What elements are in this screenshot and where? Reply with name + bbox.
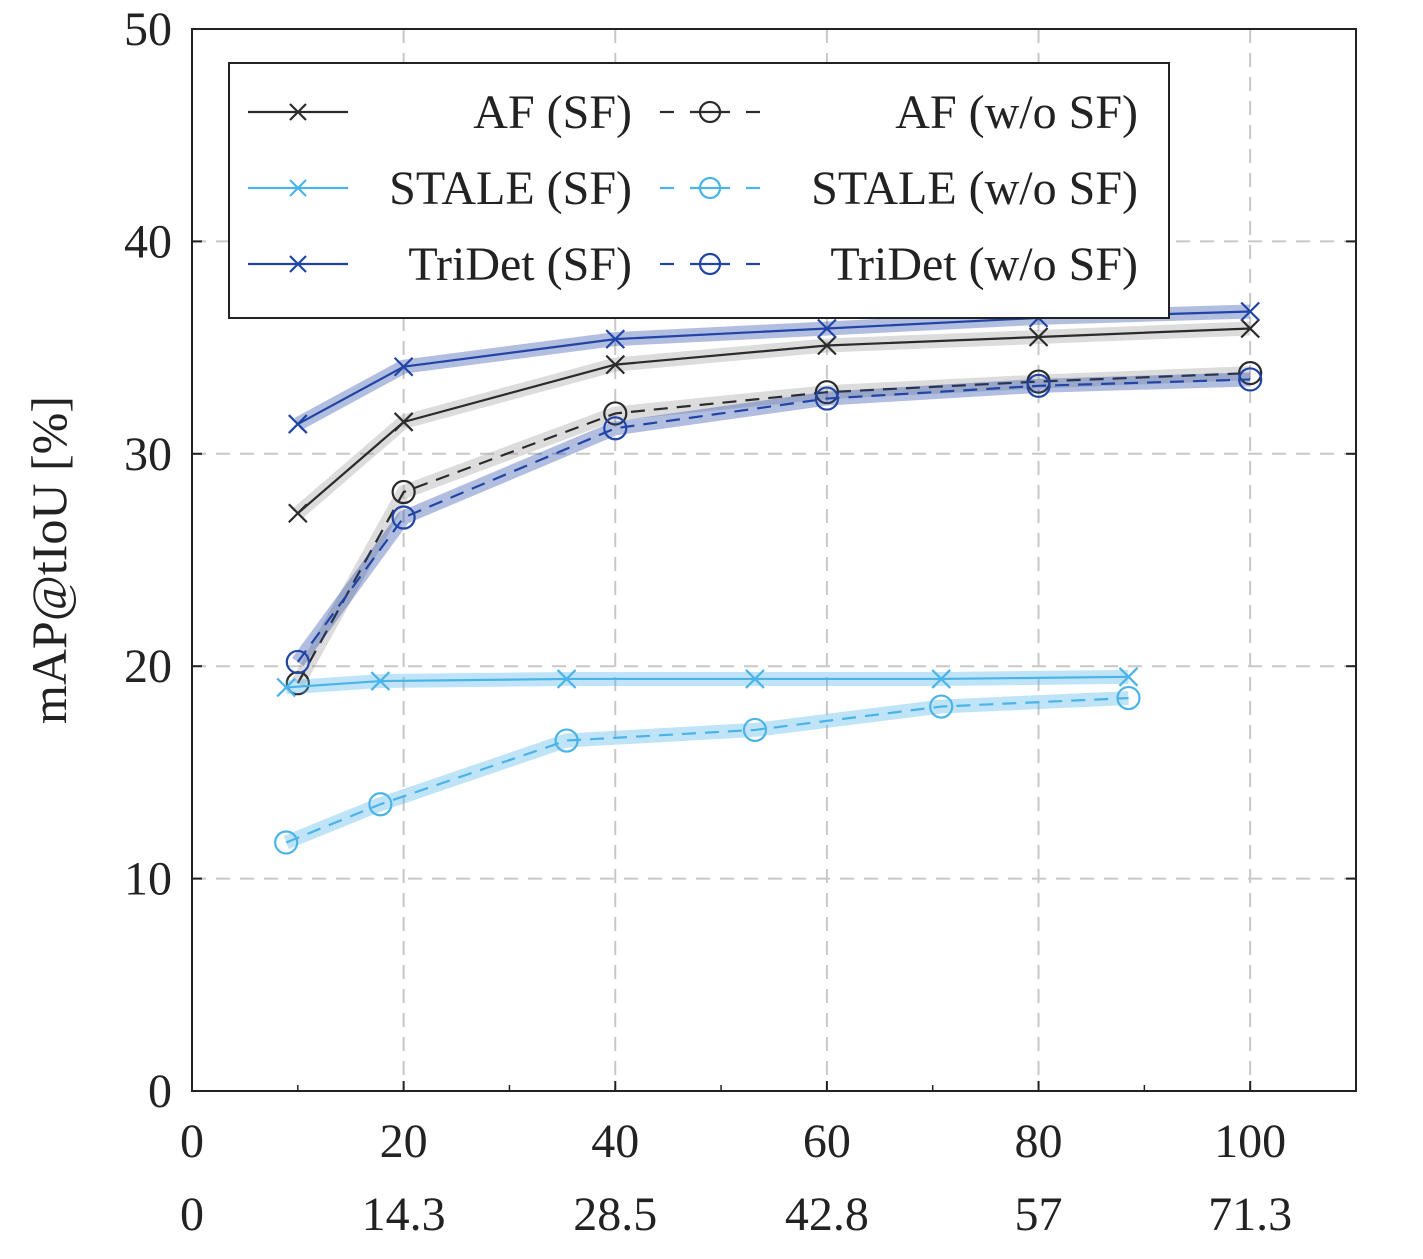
- x-marker: [817, 318, 837, 339]
- x-marker: [289, 255, 307, 273]
- circle-marker: [391, 479, 416, 505]
- x-marker: [289, 103, 307, 121]
- legend-entry: STALE (SF): [248, 162, 632, 215]
- circle-marker: [698, 176, 722, 200]
- series-line: [296, 378, 1251, 663]
- circle-marker: [1116, 685, 1141, 711]
- plot-frame: [191, 28, 1357, 1092]
- x-marker: [276, 677, 296, 698]
- x-tick-label: 40: [591, 1115, 639, 1168]
- circle-marker: [1238, 367, 1263, 392]
- legend-entry: AF (w/o SF): [660, 86, 1138, 139]
- x-marker: [931, 669, 951, 689]
- x-secondary-tick-label: 0: [180, 1188, 204, 1241]
- legend-entry: TriDet (w/o SF): [660, 238, 1138, 291]
- x-marker: [288, 503, 308, 524]
- circle-marker: [368, 792, 393, 817]
- circle-marker: [285, 649, 310, 675]
- legend-label: STALE (SF): [389, 162, 632, 215]
- legend-label: TriDet (w/o SF): [830, 238, 1138, 291]
- circle-marker: [698, 252, 722, 276]
- series-confidence-band: [291, 366, 1251, 687]
- axes: 002014.34028.56042.8805710071.3010203040…: [124, 3, 1356, 1241]
- x-marker: [370, 671, 391, 691]
- x-tick-label: 60: [803, 1115, 851, 1168]
- x-marker: [393, 356, 414, 377]
- x-secondary-tick-label: 57: [1015, 1188, 1063, 1241]
- circle-marker: [391, 505, 416, 530]
- legend-box: [228, 62, 1170, 319]
- circle-marker: [554, 728, 579, 753]
- x-tick-label: 80: [1015, 1115, 1063, 1168]
- x-tick-label: 0: [180, 1115, 204, 1168]
- legend-entry: TriDet (SF): [248, 238, 632, 291]
- y-tick-label: 50: [124, 3, 172, 56]
- series-tridet-w-o-sf-: [285, 367, 1263, 675]
- circle-marker: [274, 830, 299, 855]
- x-marker: [1028, 327, 1049, 347]
- legend: AF (SF) AF (w/o SF) STALE (SF) STALE (w/o S…: [228, 62, 1170, 319]
- y-tick-label: 0: [148, 1065, 172, 1118]
- series-line: [286, 675, 1129, 689]
- x-secondary-tick-label: 28.5: [573, 1188, 657, 1241]
- circle-marker: [814, 380, 840, 405]
- x-marker: [288, 414, 308, 434]
- legend-label: TriDet (SF): [408, 238, 632, 291]
- x-tick-label: 100: [1214, 1115, 1286, 1168]
- x-marker: [289, 179, 307, 197]
- series-group: [274, 301, 1263, 855]
- x-marker: [745, 669, 765, 689]
- circle-marker: [742, 717, 768, 743]
- circle-marker: [698, 100, 722, 124]
- y-tick-label: 10: [124, 853, 172, 906]
- x-secondary-tick-label: 42.8: [785, 1188, 869, 1241]
- circle-marker: [1238, 360, 1263, 386]
- y-axis-label: mAP@tIoU [%]: [21, 396, 77, 724]
- legend-label: AF (SF): [473, 86, 632, 139]
- series-confidence-band: [292, 372, 1251, 667]
- legend-entry: AF (SF): [248, 86, 632, 139]
- series-line: [285, 696, 1129, 844]
- x-marker: [1118, 667, 1139, 687]
- x-marker: [817, 335, 837, 356]
- legend-label: AF (w/o SF): [895, 86, 1138, 139]
- x-marker: [1240, 318, 1260, 339]
- series-af-sf-: [288, 318, 1260, 524]
- series-stale-w-o-sf-: [274, 685, 1141, 855]
- y-tick-label: 20: [124, 640, 172, 693]
- series-stale-sf-: [276, 667, 1139, 698]
- circle-marker: [603, 401, 628, 426]
- x-secondary-tick-label: 14.3: [362, 1188, 446, 1241]
- y-tick-label: 40: [124, 215, 172, 268]
- x-secondary-tick-label: 71.3: [1208, 1188, 1292, 1241]
- series-line: [296, 371, 1251, 684]
- x-marker: [605, 329, 626, 349]
- y-tick-label: 30: [124, 428, 172, 481]
- x-marker: [556, 669, 577, 689]
- series-af-w-o-sf-: [285, 360, 1263, 696]
- circle-marker: [929, 694, 954, 719]
- circle-marker: [814, 386, 840, 411]
- x-marker: [393, 412, 414, 432]
- series-line: [297, 327, 1251, 515]
- x-marker: [1240, 301, 1260, 322]
- x-tick-label: 20: [380, 1115, 428, 1168]
- circle-marker: [1026, 373, 1051, 398]
- legend-label: STALE (w/o SF): [811, 162, 1138, 215]
- series-confidence-band: [283, 691, 1129, 849]
- legend-entry: STALE (w/o SF): [660, 162, 1138, 215]
- circle-marker: [603, 416, 628, 441]
- x-marker: [605, 354, 626, 375]
